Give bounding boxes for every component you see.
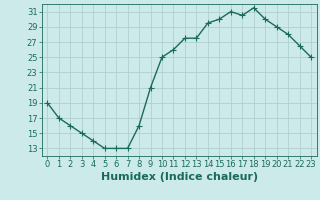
X-axis label: Humidex (Indice chaleur): Humidex (Indice chaleur) bbox=[100, 172, 258, 182]
